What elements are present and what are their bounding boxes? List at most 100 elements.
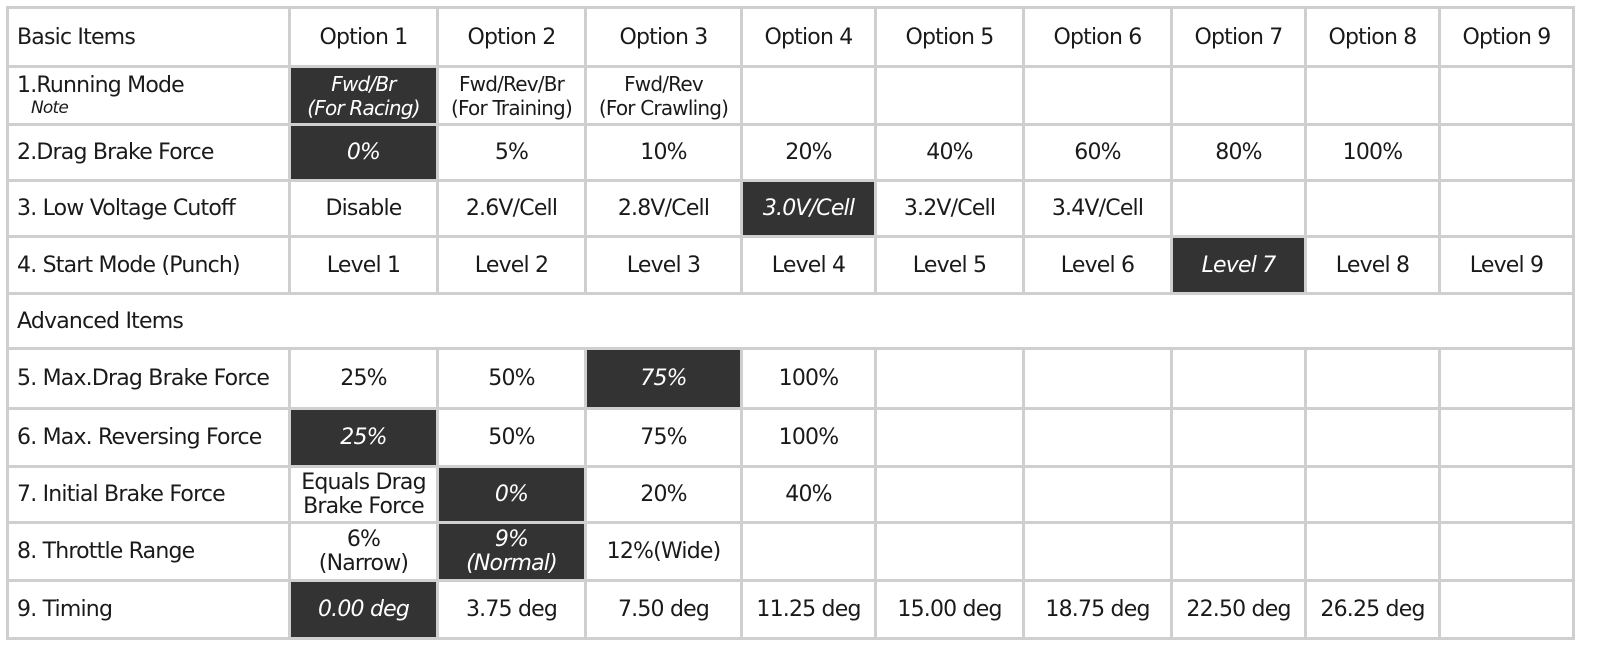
row-low-voltage-cutoff: 3. Low Voltage Cutoff Disable 2.6V/Cell … <box>6 179 1575 238</box>
row-running-mode: 1.Running Mode Note Fwd/Br (For Racing) … <box>6 65 1575 126</box>
header-option-9: Option 9 <box>1438 6 1575 68</box>
option-line: Fwd/Br <box>331 71 396 96</box>
row-label: 9. Timing <box>6 579 291 640</box>
option-cell: 12%(Wide) <box>584 521 743 582</box>
option-line: Fwd/Rev <box>624 71 704 96</box>
header-option-5: Option 5 <box>874 6 1025 68</box>
header-basic-items: Basic Items <box>6 6 291 68</box>
option-cell-empty <box>874 521 1025 582</box>
option-line: (For Training) <box>451 95 573 120</box>
header-option-2: Option 2 <box>436 6 587 68</box>
row-max-reversing-force: 6. Max. Reversing Force 25% 50% 75% 100% <box>6 407 1575 468</box>
option-cell: 80% <box>1170 123 1307 182</box>
option-cell <box>1170 347 1307 410</box>
row-initial-brake-force: 7. Initial Brake Force Equals Drag Brake… <box>6 465 1575 524</box>
option-cell-empty <box>1438 65 1575 126</box>
option-cell: 40% <box>740 465 877 524</box>
option-cell: Level 6 <box>1022 235 1173 295</box>
row-label: 3. Low Voltage Cutoff <box>6 179 291 238</box>
option-cell: 3.2V/Cell <box>874 179 1025 238</box>
option-line: (For Crawling) <box>598 95 729 120</box>
option-cell-empty <box>1304 65 1441 126</box>
option-cell: 3.4V/Cell <box>1022 179 1173 238</box>
option-cell: 11.25 deg <box>740 579 877 640</box>
option-cell <box>1022 407 1173 468</box>
option-line: (Normal) <box>466 550 558 576</box>
option-cell-default: 9% (Normal) <box>436 521 587 582</box>
header-row: Basic Items Option 1 Option 2 Option 3 O… <box>6 6 1575 68</box>
option-cell: 50% <box>436 407 587 468</box>
option-cell-default: 0% <box>288 123 439 182</box>
option-line: 6% <box>346 526 381 552</box>
option-cell-default: 0.00 deg <box>288 579 439 640</box>
header-option-3: Option 3 <box>584 6 743 68</box>
option-cell: 2.8V/Cell <box>584 179 743 238</box>
option-cell-empty <box>1022 65 1173 126</box>
option-cell: Level 4 <box>740 235 877 295</box>
row-label: 2.Drag Brake Force <box>6 123 291 182</box>
option-line: Brake Force <box>303 493 425 519</box>
option-cell: Disable <box>288 179 439 238</box>
option-cell: Level 3 <box>584 235 743 295</box>
option-cell-empty <box>1022 521 1173 582</box>
option-cell: 50% <box>436 347 587 410</box>
option-cell: 5% <box>436 123 587 182</box>
advanced-items-heading: Advanced Items <box>6 292 1575 350</box>
row-label: 8. Throttle Range <box>6 521 291 582</box>
option-cell: Level 2 <box>436 235 587 295</box>
option-cell <box>1304 179 1441 238</box>
option-cell-empty <box>740 65 877 126</box>
option-cell: Level 8 <box>1304 235 1441 295</box>
option-cell: 100% <box>1304 123 1441 182</box>
option-cell <box>1170 407 1307 468</box>
option-cell: 10% <box>584 123 743 182</box>
option-line: (Narrow) <box>318 550 409 576</box>
option-cell: 3.75 deg <box>436 579 587 640</box>
option-cell-empty <box>1170 465 1307 524</box>
option-cell <box>1304 407 1441 468</box>
option-cell: 15.00 deg <box>874 579 1025 640</box>
option-cell: Equals Drag Brake Force <box>288 465 439 524</box>
header-option-7: Option 7 <box>1170 6 1307 68</box>
option-cell-empty <box>740 521 877 582</box>
option-cell-empty <box>1170 65 1307 126</box>
option-cell <box>1438 407 1575 468</box>
option-cell <box>1438 179 1575 238</box>
option-cell-default: 0% <box>436 465 587 524</box>
option-cell: Fwd/Rev (For Crawling) <box>584 65 743 126</box>
option-line: (For Racing) <box>307 95 420 120</box>
row-drag-brake-force: 2.Drag Brake Force 0% 5% 10% 20% 40% 60%… <box>6 123 1575 182</box>
row-timing: 9. Timing 0.00 deg 3.75 deg 7.50 deg 11.… <box>6 579 1575 640</box>
option-cell: 6% (Narrow) <box>288 521 439 582</box>
option-cell-default: 25% <box>288 407 439 468</box>
option-cell-empty <box>1304 521 1441 582</box>
option-cell: Fwd/Rev/Br (For Training) <box>436 65 587 126</box>
settings-table: Basic Items Option 1 Option 2 Option 3 O… <box>6 6 1575 640</box>
row-start-mode: 4. Start Mode (Punch) Level 1 Level 2 Le… <box>6 235 1575 295</box>
option-cell: 75% <box>584 407 743 468</box>
option-cell: Level 9 <box>1438 235 1575 295</box>
option-cell: 40% <box>874 123 1025 182</box>
option-cell: 100% <box>740 347 877 410</box>
option-cell <box>1438 347 1575 410</box>
running-mode-note: Note <box>31 97 69 118</box>
option-cell: Level 5 <box>874 235 1025 295</box>
option-cell: 100% <box>740 407 877 468</box>
option-cell-empty <box>874 465 1025 524</box>
option-cell: 20% <box>584 465 743 524</box>
option-cell: 25% <box>288 347 439 410</box>
option-line: Equals Drag <box>301 469 426 495</box>
option-cell-default: Fwd/Br (For Racing) <box>288 65 439 126</box>
option-cell <box>874 407 1025 468</box>
header-option-8: Option 8 <box>1304 6 1441 68</box>
option-cell-default: 75% <box>584 347 743 410</box>
option-cell <box>1438 123 1575 182</box>
row-label: 4. Start Mode (Punch) <box>6 235 291 295</box>
option-cell: 26.25 deg <box>1304 579 1441 640</box>
option-cell: 7.50 deg <box>584 579 743 640</box>
option-cell-empty <box>1170 521 1307 582</box>
option-cell-empty <box>1022 465 1173 524</box>
row-label: 1.Running Mode Note <box>6 65 291 126</box>
option-cell <box>1438 579 1575 640</box>
